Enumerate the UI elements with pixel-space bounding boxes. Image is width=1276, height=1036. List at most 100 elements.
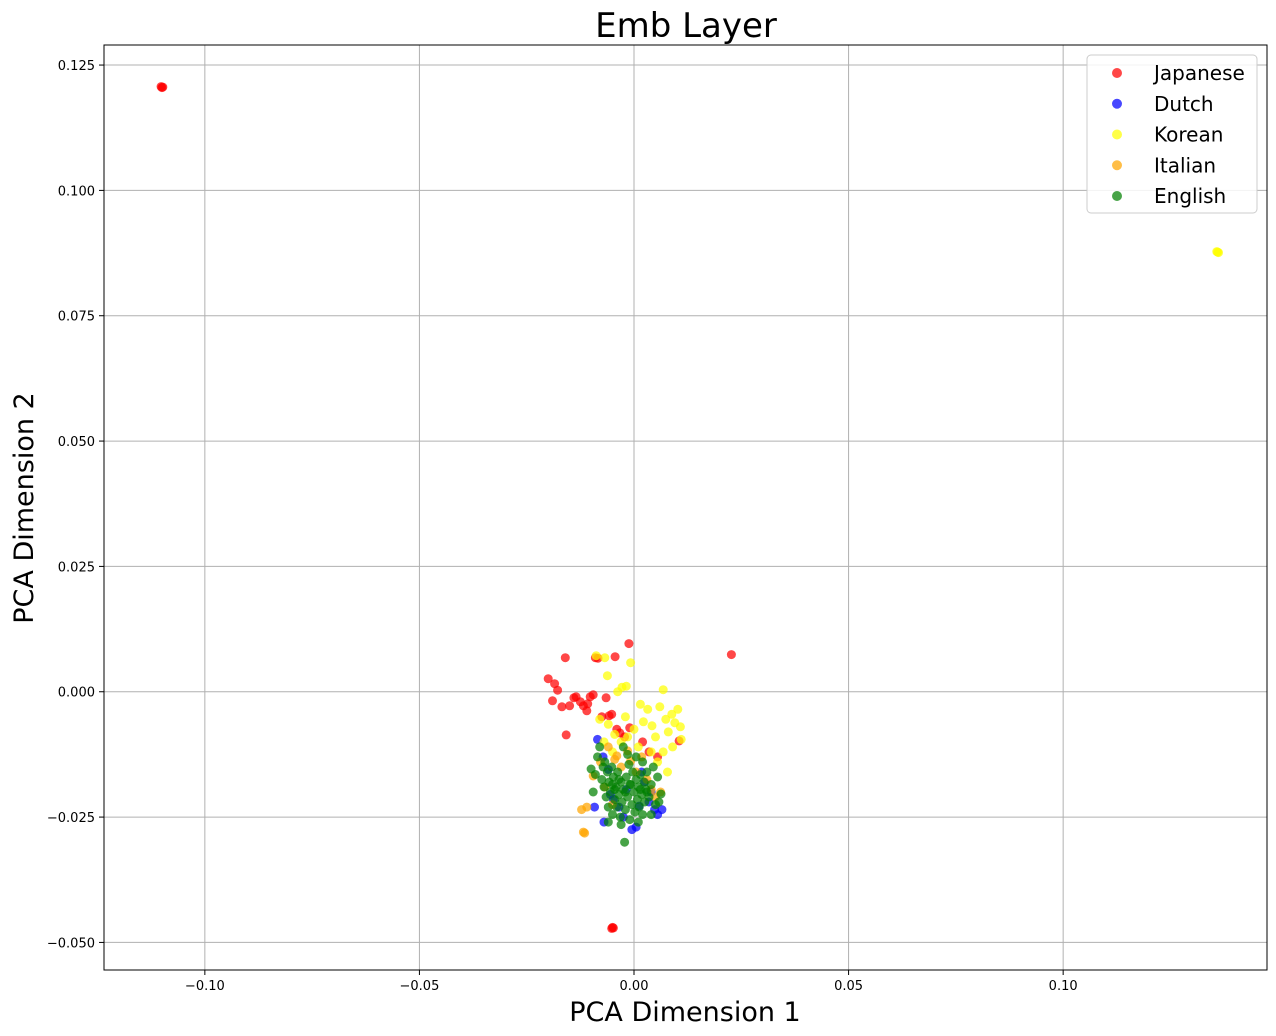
legend-marker-dutch <box>1112 98 1122 109</box>
data-point-korean <box>633 742 643 752</box>
data-point-korean <box>626 658 636 668</box>
data-point-english <box>588 787 598 797</box>
data-point-japanese <box>560 653 570 663</box>
data-point-japanese <box>158 82 168 92</box>
data-point-italian <box>582 802 592 812</box>
data-point-italian <box>580 828 590 838</box>
data-point-korean <box>621 681 631 691</box>
data-point-korean <box>667 709 677 719</box>
chart-title: Emb Layer <box>595 6 777 46</box>
data-point-japanese <box>583 699 593 709</box>
data-point-japanese <box>543 674 553 684</box>
legend-marker-korean <box>1112 129 1122 140</box>
data-point-english <box>638 757 648 767</box>
data-point-japanese <box>726 650 736 660</box>
scatter-points <box>156 82 1223 933</box>
data-point-dutch <box>657 805 667 815</box>
x-tick-label: −0.05 <box>400 979 440 994</box>
y-tick-label: 0.075 <box>58 310 95 325</box>
legend-label-english: English <box>1154 184 1226 208</box>
data-point-korean <box>675 722 685 732</box>
legend-box <box>1086 54 1258 214</box>
y-tick-label: −0.025 <box>47 811 95 826</box>
data-point-japanese <box>624 639 634 649</box>
data-point-english <box>615 812 625 822</box>
legend-label-italian: Italian <box>1154 153 1216 177</box>
data-point-korean <box>595 714 605 724</box>
data-point-english <box>590 770 600 779</box>
data-point-english <box>653 772 663 782</box>
y-axis-label: PCA Dimension 2 <box>9 392 40 623</box>
legend-marker-english <box>1112 191 1122 201</box>
data-point-english <box>603 817 613 827</box>
legend-label-korean: Korean <box>1154 123 1223 147</box>
data-point-english <box>625 815 635 825</box>
data-point-dutch <box>590 802 599 812</box>
data-point-english <box>646 810 656 820</box>
data-point-italian <box>612 751 622 761</box>
data-point-english <box>620 837 630 847</box>
data-point-korean <box>658 685 668 695</box>
data-point-korean <box>668 742 678 752</box>
data-point-japanese <box>601 693 611 703</box>
data-point-korean <box>646 747 656 757</box>
data-point-japanese <box>610 652 620 662</box>
data-point-english <box>620 805 630 815</box>
data-point-english <box>639 777 649 787</box>
data-point-english <box>654 797 664 807</box>
data-point-english <box>628 767 638 777</box>
data-point-english <box>631 752 641 762</box>
legend-items: Japanese Dutch Korean Italian English <box>1112 61 1245 208</box>
data-point-korean <box>658 747 668 757</box>
data-point-english <box>646 780 656 789</box>
data-point-korean <box>610 729 620 739</box>
x-axis-label: PCA Dimension 1 <box>569 997 800 1028</box>
data-point-english <box>607 762 617 772</box>
data-point-english <box>625 780 635 789</box>
data-point-english <box>597 775 607 784</box>
legend-marker-italian <box>1112 160 1122 171</box>
data-point-korean <box>663 767 672 777</box>
data-point-english <box>595 742 605 752</box>
data-point-english <box>598 762 608 772</box>
y-tick-label: 0.025 <box>58 560 95 575</box>
data-point-japanese <box>565 701 575 711</box>
y-tick-label: −0.050 <box>47 936 95 951</box>
data-point-korean <box>663 727 673 737</box>
y-tick-label: 0.100 <box>58 184 95 199</box>
data-point-japanese <box>582 706 592 716</box>
data-point-korean <box>661 714 671 724</box>
x-tick-label: −0.10 <box>185 979 225 994</box>
data-point-japanese <box>557 702 567 712</box>
data-point-korean <box>600 653 610 663</box>
axis-ticks: −0.10 −0.05 0.00 0.05 0.10 −0.050 −0.025 0.000 0… <box>47 59 1078 994</box>
legend-label-japanese: Japanese <box>1152 61 1245 85</box>
data-point-japanese <box>588 690 598 700</box>
data-point-italian <box>603 742 613 752</box>
data-point-english <box>614 775 624 784</box>
legend-label-dutch: Dutch <box>1154 92 1214 116</box>
data-point-english <box>620 787 630 797</box>
data-point-english <box>608 810 617 820</box>
data-point-korean <box>603 719 613 729</box>
data-point-korean <box>1212 247 1222 257</box>
data-point-korean <box>591 651 601 661</box>
legend-marker-japanese <box>1112 68 1122 78</box>
data-point-korean <box>673 704 683 714</box>
data-point-japanese <box>607 709 617 719</box>
data-point-japanese <box>548 696 557 706</box>
data-point-english <box>616 820 626 830</box>
data-point-korean <box>602 671 612 681</box>
data-point-english <box>624 759 634 769</box>
data-point-english <box>656 789 666 799</box>
data-point-korean <box>623 732 633 742</box>
x-tick-label: 0.10 <box>1049 979 1078 994</box>
grid-lines <box>104 45 1267 970</box>
data-point-korean <box>651 732 660 742</box>
data-point-english <box>638 810 648 820</box>
legend: Japanese Dutch Korean Italian English <box>1086 54 1258 214</box>
data-point-english <box>593 752 602 762</box>
data-point-japanese <box>561 730 571 740</box>
data-point-korean <box>647 721 657 731</box>
